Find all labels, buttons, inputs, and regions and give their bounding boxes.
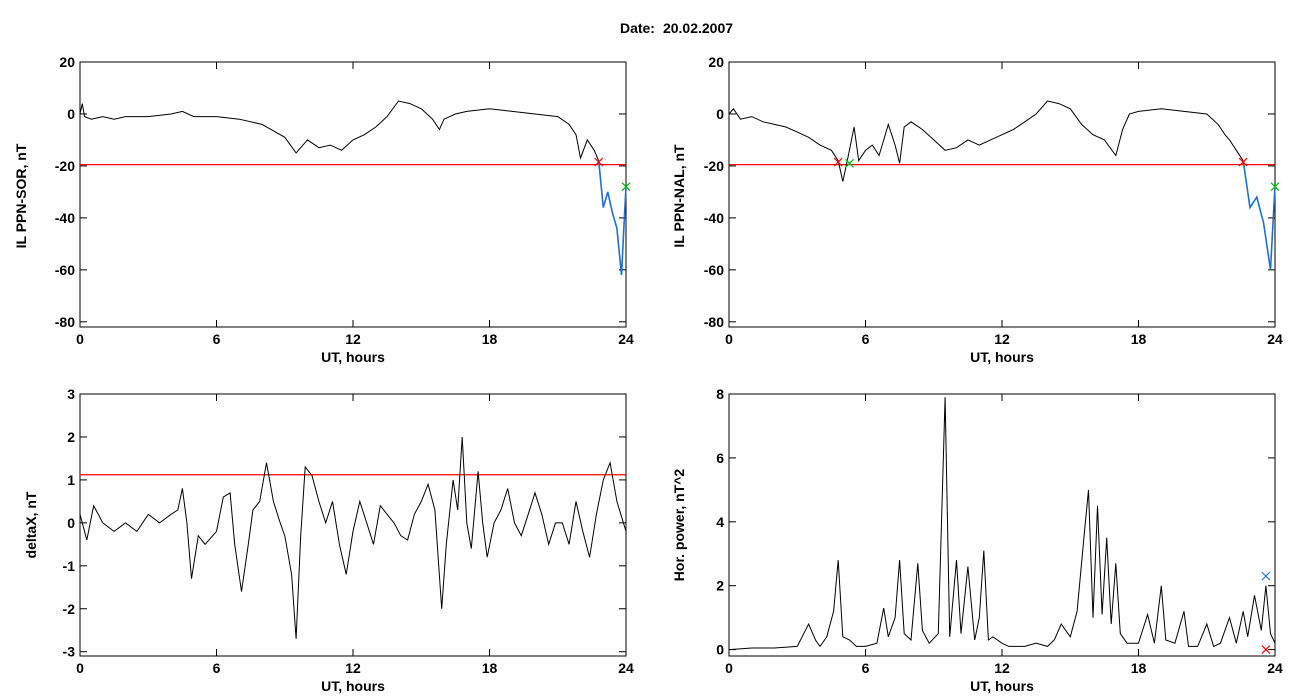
y-tick-label-nal-1: -60 [704, 262, 724, 278]
y-tick-label-power-0: 0 [716, 642, 724, 658]
y-tick-label-nal-2: -40 [704, 210, 724, 226]
x-tick-label-deltax-1: 6 [213, 660, 221, 676]
y-tick-label-sor-0: -80 [55, 314, 75, 330]
y-tick-label-sor-2: -40 [55, 210, 75, 226]
x-tick-label-sor-3: 18 [482, 331, 498, 347]
y-tick-label-sor-5: 20 [59, 54, 75, 70]
x-tick-label-nal-4: 24 [1267, 331, 1283, 347]
x-tick-label-power-2: 12 [994, 660, 1010, 676]
y-tick-label-power-4: 8 [716, 386, 724, 402]
x-tick-label-sor-0: 0 [76, 331, 84, 347]
y-tick-label-sor-1: -60 [55, 262, 75, 278]
y-tick-label-deltax-3: 0 [67, 515, 75, 531]
y-tick-label-deltax-6: 3 [67, 386, 75, 402]
y-tick-label-deltax-2: -1 [63, 558, 76, 574]
marker-nal-3 [1270, 182, 1280, 192]
y-tick-label-nal-4: 0 [716, 106, 724, 122]
marker-stroke-b [833, 157, 843, 167]
series-line-deltax-0 [79, 436, 627, 639]
marker-power-1 [1261, 645, 1271, 655]
ylabel-sor: IL PPN-SOR, nT [13, 143, 29, 248]
y-tick-label-power-1: 2 [716, 578, 724, 594]
x-tick-label-sor-1: 6 [213, 331, 221, 347]
y-tick-label-nal-5: 20 [708, 54, 724, 70]
date-label: Date: [619, 20, 655, 36]
ylabel-nal: IL PPN-NAL, nT [671, 144, 687, 248]
x-tick-label-power-4: 24 [1267, 660, 1283, 676]
series-line-sor-1 [597, 160, 627, 276]
date-value: 20.02.2007 [662, 20, 734, 36]
y-tick-label-deltax-4: 1 [67, 472, 75, 488]
marker-stroke-b [621, 182, 631, 192]
date-title: Date: 20.02.2007 [0, 20, 1300, 36]
xlabel-sor: UT, hours [321, 349, 385, 365]
x-tick-label-deltax-3: 18 [482, 660, 498, 676]
ylabel-power: Hor. power, nT^2 [671, 469, 687, 582]
x-tick-label-power-3: 18 [1131, 660, 1147, 676]
series-line-nal-0 [728, 100, 1244, 182]
y-tick-label-deltax-5: 2 [67, 429, 75, 445]
plot-frame-sor [79, 61, 627, 328]
series-line-sor-0 [79, 100, 600, 161]
xlabel-deltax: UT, hours [321, 678, 385, 694]
y-tick-label-deltax-0: -3 [63, 644, 76, 660]
x-tick-label-nal-2: 12 [994, 331, 1010, 347]
marker-sor-1 [621, 182, 631, 192]
x-tick-label-nal-3: 18 [1131, 331, 1147, 347]
y-tick-label-sor-3: -20 [55, 158, 75, 174]
marker-stroke-b [1270, 182, 1280, 192]
marker-stroke-b [1261, 571, 1271, 581]
x-tick-label-deltax-4: 24 [618, 660, 634, 676]
x-tick-label-deltax-0: 0 [76, 660, 84, 676]
marker-stroke-b [594, 157, 604, 167]
x-tick-label-nal-1: 6 [862, 331, 870, 347]
series-line-nal-1 [1242, 160, 1276, 270]
marker-stroke-b [1261, 645, 1271, 655]
x-tick-label-sor-4: 24 [618, 331, 634, 347]
y-tick-label-nal-3: -20 [704, 158, 724, 174]
xlabel-power: UT, hours [970, 678, 1034, 694]
marker-sor-0 [594, 157, 604, 167]
panel-sor: IL PPN-SOR, nT UT, hours 0 6 12 18 24 -80 -60 -… [13, 54, 634, 365]
y-tick-label-power-3: 6 [716, 450, 724, 466]
y-tick-label-sor-4: 0 [67, 106, 75, 122]
y-tick-label-deltax-1: -2 [63, 601, 76, 617]
x-tick-label-power-0: 0 [725, 660, 733, 676]
marker-nal-0 [833, 157, 843, 167]
y-tick-label-power-2: 4 [716, 514, 724, 530]
marker-nal-2 [1238, 157, 1248, 167]
series-line-power-0 [728, 397, 1276, 651]
marker-nal-1 [845, 158, 854, 168]
panel-nal: IL PPN-NAL, nT UT, hours 0 6 12 18 24 -80 -60 -… [671, 54, 1283, 365]
x-tick-label-deltax-2: 12 [345, 660, 361, 676]
x-tick-label-nal-0: 0 [725, 331, 733, 347]
y-tick-label-nal-0: -80 [704, 314, 724, 330]
plot-frame-nal [728, 61, 1276, 328]
plot-frame-power [728, 393, 1276, 657]
xlabel-nal: UT, hours [970, 349, 1034, 365]
marker-stroke-b [845, 158, 854, 168]
x-tick-label-power-1: 6 [862, 660, 870, 676]
ylabel-deltax: deltaX, nT [23, 491, 39, 558]
x-tick-label-sor-2: 12 [345, 331, 361, 347]
marker-stroke-b [1238, 157, 1248, 167]
marker-power-0 [1261, 571, 1271, 581]
